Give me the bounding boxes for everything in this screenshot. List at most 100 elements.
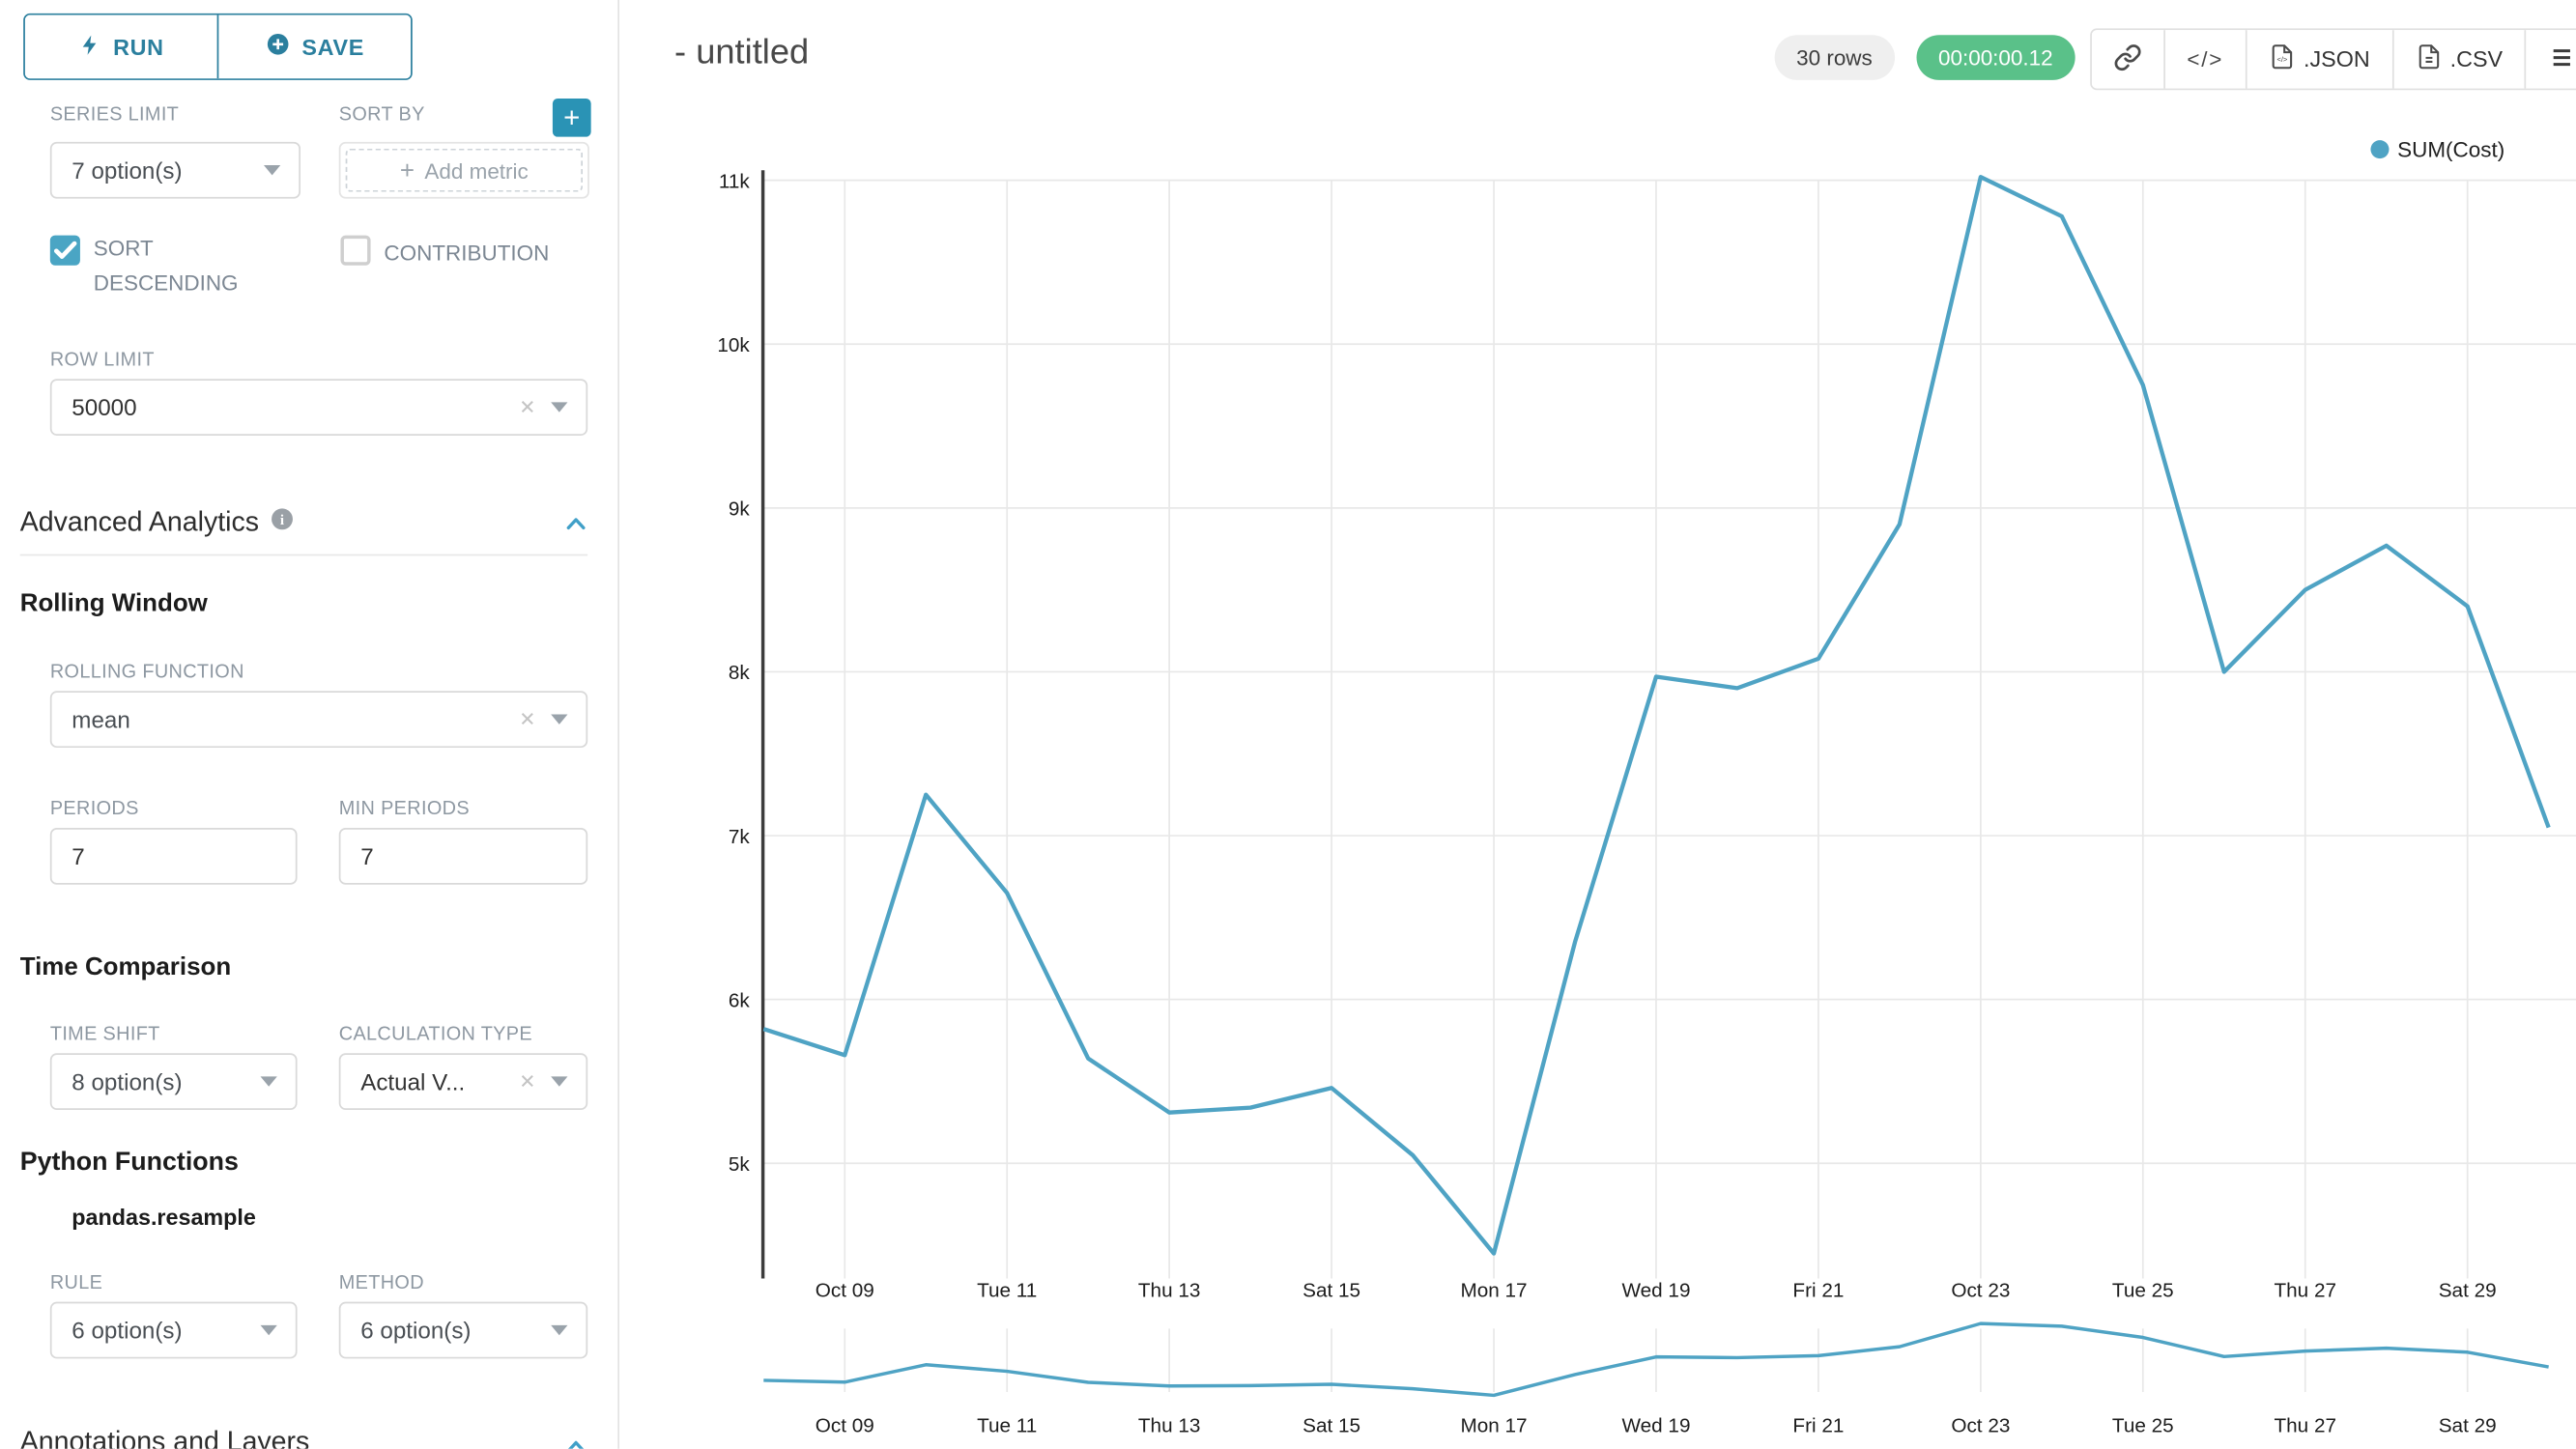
- row-limit-select[interactable]: 50000 ✕: [49, 379, 588, 436]
- svg-text:Tue 11: Tue 11: [977, 1414, 1037, 1436]
- time-shift-label: TIME SHIFT: [49, 1024, 160, 1045]
- method-select[interactable]: 6 option(s): [338, 1301, 588, 1359]
- sort-descending-label: SORT DESCENDING: [93, 235, 239, 296]
- svg-text:7k: 7k: [729, 826, 751, 848]
- collapse-chevron-icon[interactable]: [561, 509, 591, 539]
- advanced-analytics-header[interactable]: Advanced Analytics i: [20, 506, 296, 541]
- add-metric-button[interactable]: + Add metric: [345, 148, 584, 192]
- query-timer-badge: 00:00:00.12: [1916, 35, 2075, 80]
- svg-text:Tue 25: Tue 25: [2112, 1414, 2174, 1436]
- share-link-button[interactable]: [2091, 30, 2164, 89]
- chart-legend[interactable]: SUM(Cost): [2370, 137, 2504, 162]
- svg-text:Fri 21: Fri 21: [1792, 1414, 1844, 1436]
- contribution-label: CONTRIBUTION: [384, 240, 550, 266]
- run-button-label: RUN: [113, 34, 164, 60]
- method-value: 6 option(s): [360, 1317, 472, 1344]
- svg-text:i: i: [280, 513, 284, 528]
- save-button-label: SAVE: [301, 34, 364, 60]
- min-periods-field-wrap: [338, 827, 588, 885]
- time-comparison-title: Time Comparison: [19, 952, 232, 981]
- sort-by-label: SORT BY: [338, 104, 425, 126]
- export-json-button[interactable]: </> .JSON: [2245, 30, 2392, 89]
- chevron-down-icon: [260, 1324, 277, 1336]
- chevron-down-icon: [551, 1324, 568, 1336]
- row-limit-label: ROW LIMIT: [49, 350, 155, 371]
- svg-text:9k: 9k: [729, 498, 751, 521]
- svg-text:Sat 29: Sat 29: [2439, 1280, 2497, 1302]
- svg-text:Oct 23: Oct 23: [1951, 1414, 2010, 1436]
- save-button[interactable]: SAVE: [216, 14, 412, 79]
- svg-text:Sat 15: Sat 15: [1302, 1414, 1360, 1436]
- series-limit-label: SERIES LIMIT: [49, 104, 180, 126]
- svg-text:Fri 21: Fri 21: [1792, 1280, 1844, 1302]
- chevron-down-icon: [260, 1076, 277, 1087]
- method-label: METHOD: [338, 1273, 424, 1294]
- calculation-type-select[interactable]: Actual V... ✕: [338, 1053, 588, 1110]
- svg-text:10k: 10k: [717, 334, 750, 356]
- info-icon[interactable]: i: [269, 506, 296, 541]
- clear-icon[interactable]: ✕: [519, 395, 536, 419]
- rolling-function-label: ROLLING FUNCTION: [49, 662, 244, 683]
- time-shift-select[interactable]: 8 option(s): [49, 1053, 298, 1110]
- line-chart-canvas[interactable]: 5k 6k 7k 8k 9k 10k 11k Oct 09 Oct 09 Tue 11 Tue 11…: [619, 0, 2576, 1449]
- chart-title[interactable]: - untitled: [674, 33, 810, 72]
- run-button[interactable]: RUN: [24, 14, 217, 79]
- periods-field[interactable]: [51, 842, 296, 870]
- export-csv-button[interactable]: .CSV: [2391, 30, 2525, 89]
- contribution-checkbox[interactable]: [340, 235, 371, 266]
- sort-by-control: + Add metric: [338, 141, 589, 199]
- svg-text:5k: 5k: [729, 1153, 751, 1176]
- chevron-down-icon: [551, 1076, 568, 1087]
- annotations-header[interactable]: Annotations and Layers: [20, 1427, 310, 1448]
- row-count-badge: 30 rows: [1774, 35, 1895, 80]
- file-text-icon: [2415, 42, 2442, 76]
- svg-text:Wed 19: Wed 19: [1621, 1280, 1690, 1302]
- divider: [19, 554, 588, 556]
- svg-text:6k: 6k: [729, 989, 751, 1011]
- rule-label: RULE: [49, 1273, 103, 1294]
- lightning-bolt-icon: [78, 33, 101, 61]
- code-icon: </>: [2187, 46, 2224, 72]
- menu-button[interactable]: [2524, 30, 2576, 89]
- svg-text:Sat 15: Sat 15: [1302, 1280, 1360, 1302]
- query-actions: RUN SAVE: [23, 13, 413, 80]
- rolling-function-value: mean: [72, 705, 130, 733]
- pandas-resample-label: pandas.resample: [72, 1205, 256, 1231]
- export-json-label: .JSON: [2304, 46, 2370, 72]
- advanced-analytics-title: Advanced Analytics: [19, 507, 259, 538]
- time-shift-value: 8 option(s): [72, 1067, 183, 1095]
- series-limit-select[interactable]: 7 option(s): [49, 141, 301, 199]
- row-limit-value: 50000: [72, 393, 137, 421]
- periods-field-wrap: [49, 827, 298, 885]
- periods-label: PERIODS: [49, 799, 139, 820]
- python-functions-title: Python Functions: [19, 1148, 239, 1178]
- rule-select[interactable]: 6 option(s): [49, 1301, 298, 1359]
- min-periods-field[interactable]: [340, 842, 587, 870]
- clear-icon[interactable]: ✕: [519, 707, 536, 731]
- rolling-window-title: Rolling Window: [19, 588, 208, 618]
- svg-text:11k: 11k: [719, 170, 751, 192]
- calculation-type-label: CALCULATION TYPE: [338, 1024, 532, 1045]
- collapse-chevron-icon[interactable]: [561, 1432, 591, 1449]
- chevron-down-icon: [551, 402, 568, 412]
- rule-value: 6 option(s): [72, 1317, 183, 1344]
- clear-icon[interactable]: ✕: [519, 1069, 536, 1094]
- svg-text:</>: </>: [2276, 55, 2287, 64]
- svg-text:Tue 11: Tue 11: [977, 1280, 1037, 1302]
- hamburger-icon: [2548, 44, 2576, 74]
- sort-descending-checkbox[interactable]: [49, 235, 80, 266]
- svg-text:Sat 29: Sat 29: [2439, 1414, 2497, 1436]
- svg-text:Mon 17: Mon 17: [1460, 1414, 1527, 1436]
- svg-text:Thu 13: Thu 13: [1138, 1280, 1201, 1302]
- svg-text:Thu 13: Thu 13: [1138, 1414, 1201, 1436]
- svg-text:8k: 8k: [729, 662, 751, 684]
- series-limit-value: 7 option(s): [72, 156, 183, 185]
- annotations-title: Annotations and Layers: [19, 1427, 310, 1449]
- add-sort-plus-button[interactable]: +: [552, 98, 591, 137]
- add-metric-label: Add metric: [424, 157, 529, 184]
- embed-code-button[interactable]: </>: [2163, 30, 2246, 89]
- rolling-function-select[interactable]: mean ✕: [49, 691, 588, 749]
- plus-circle-icon: [265, 32, 290, 62]
- calculation-type-value: Actual V...: [360, 1067, 466, 1095]
